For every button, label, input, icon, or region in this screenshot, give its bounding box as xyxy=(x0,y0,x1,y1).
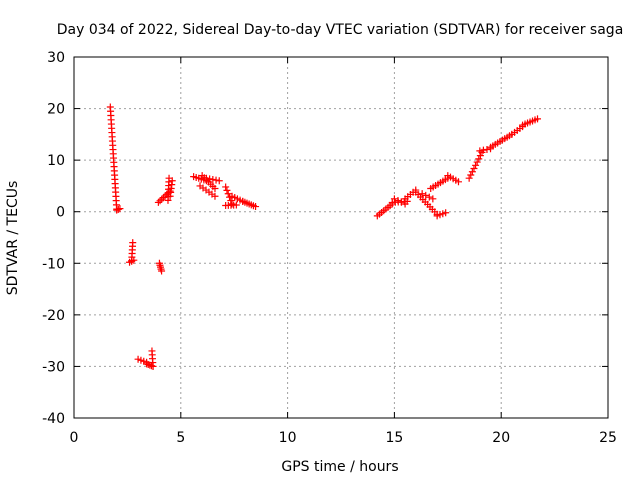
data-point xyxy=(442,209,450,217)
data-point xyxy=(211,185,219,193)
chart-title: Day 034 of 2022, Sidereal Day-to-day VTE… xyxy=(57,22,624,38)
data-point xyxy=(202,174,210,182)
y-tick-label: -30 xyxy=(42,359,65,375)
y-axis-tick-labels: -40 -30 -20 -10 0 10 20 30 xyxy=(42,50,65,427)
x-axis-tick-labels: 0 5 10 15 20 25 xyxy=(70,430,617,446)
data-point xyxy=(211,192,219,200)
data-point xyxy=(116,205,124,213)
data-point xyxy=(154,198,162,206)
data-point xyxy=(206,175,214,183)
data-points xyxy=(106,103,542,370)
x-tick-label: 20 xyxy=(492,430,510,446)
data-point xyxy=(149,362,157,370)
x-tick-label: 10 xyxy=(279,430,297,446)
y-tick-label: 30 xyxy=(47,50,65,66)
data-point xyxy=(476,147,484,155)
x-tick-label: 5 xyxy=(176,430,185,446)
y-tick-label: -10 xyxy=(42,256,65,272)
data-point xyxy=(147,362,155,370)
data-point xyxy=(232,201,240,209)
x-tick-label: 25 xyxy=(599,430,617,446)
data-point xyxy=(252,203,260,211)
data-point xyxy=(425,193,433,201)
data-point xyxy=(454,178,462,186)
data-point xyxy=(534,115,542,123)
data-point xyxy=(158,195,166,203)
data-point xyxy=(156,197,164,205)
x-axis-label: GPS time / hours xyxy=(281,459,398,475)
data-point xyxy=(159,194,167,202)
data-point xyxy=(429,195,437,203)
data-point xyxy=(467,171,475,179)
data-point xyxy=(158,267,166,275)
data-point xyxy=(168,177,176,185)
data-point xyxy=(470,165,478,173)
x-tick-label: 0 xyxy=(70,430,79,446)
y-tick-label: 0 xyxy=(56,205,65,221)
data-point xyxy=(215,177,223,185)
grid-lines xyxy=(74,57,608,418)
data-point xyxy=(209,175,217,183)
data-point xyxy=(222,183,230,191)
data-point xyxy=(472,161,480,169)
data-point xyxy=(143,360,151,368)
y-tick-label: 10 xyxy=(47,153,65,169)
data-point xyxy=(473,158,481,166)
data-point xyxy=(475,155,483,163)
data-point xyxy=(144,360,152,368)
data-point xyxy=(130,256,138,264)
data-point xyxy=(468,168,476,176)
data-point xyxy=(228,200,236,208)
data-point xyxy=(398,198,406,206)
data-point xyxy=(390,195,398,203)
data-point xyxy=(422,191,430,199)
axis-ticks xyxy=(73,56,609,419)
y-axis-label: SDTVAR / TECUs xyxy=(5,181,21,296)
data-point xyxy=(479,146,487,154)
data-point xyxy=(114,205,122,213)
data-point xyxy=(223,186,231,194)
data-point xyxy=(212,176,220,184)
data-point xyxy=(418,190,426,198)
plot-frame xyxy=(73,56,609,419)
data-point xyxy=(483,145,491,153)
x-tick-label: 15 xyxy=(385,430,403,446)
y-tick-label: 20 xyxy=(47,102,65,118)
y-tick-label: -40 xyxy=(42,411,65,427)
data-point xyxy=(394,197,402,205)
data-point xyxy=(465,174,473,182)
data-point xyxy=(113,206,121,214)
y-tick-label: -20 xyxy=(42,308,65,324)
data-point xyxy=(224,190,232,198)
